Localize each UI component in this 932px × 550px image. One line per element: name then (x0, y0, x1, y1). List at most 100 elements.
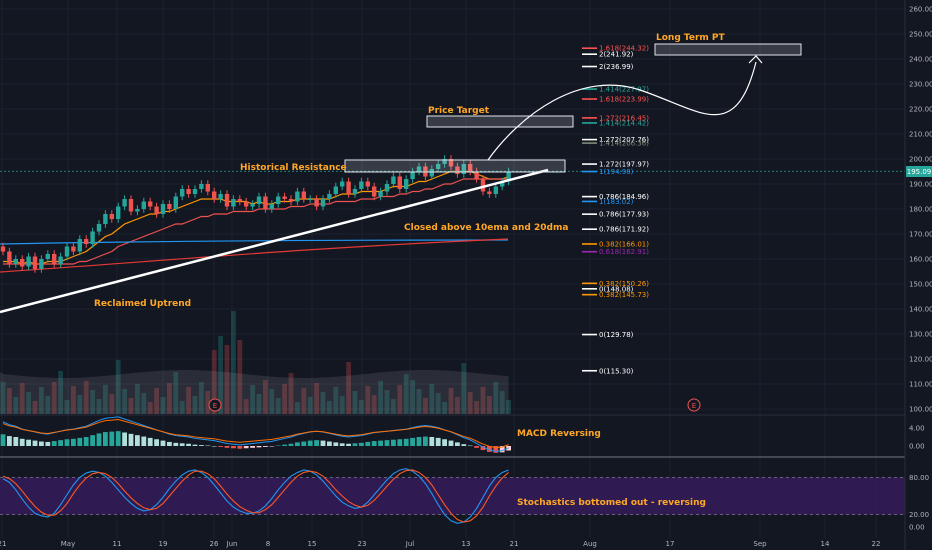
time-tick-label: Jun (226, 540, 238, 548)
volume-bar (77, 395, 83, 414)
macd-histogram-bar (263, 446, 268, 447)
volume-bar (384, 390, 390, 414)
time-tick-label: May (61, 540, 75, 548)
macd-histogram-bar (346, 443, 351, 446)
macd-histogram-bar (19, 438, 25, 446)
price-tick-label: 170.00 (909, 231, 932, 239)
macd-panel (0, 416, 511, 453)
fib-level-label: 0.786(177.93) (599, 211, 649, 219)
volume-bar (147, 402, 153, 414)
time-axis[interactable]: 21 May 11 19 26 Jun 8 15 23 Jul 13 21 Aug 17 Sep 14 22 (0, 540, 880, 548)
candle-body (372, 186, 377, 197)
candle-body (384, 184, 390, 192)
macd-histogram-bar (487, 446, 492, 452)
macd-histogram-bar (359, 442, 364, 446)
candle-body (244, 201, 249, 207)
price-tick-label: 150.00 (909, 281, 932, 289)
stochastics-tick-label: 0.00 (909, 524, 925, 532)
time-tick-label: 22 (872, 540, 881, 548)
fib-level-label: 0.382(150.26) (599, 280, 649, 288)
candle-body (493, 186, 498, 194)
candle-body (237, 199, 242, 202)
price-candles (0, 155, 905, 273)
macd-histogram-bar (205, 445, 211, 447)
macd-histogram-bar (391, 439, 396, 446)
volume-bar (493, 382, 499, 414)
volume-bar (256, 394, 262, 414)
volume-bar (410, 380, 415, 414)
macd-histogram-bar (147, 437, 153, 446)
macd-histogram-bar (448, 440, 454, 446)
macd-histogram-bar (416, 437, 422, 446)
macd-histogram-bar (179, 443, 185, 446)
macd-histogram-bar (32, 440, 38, 446)
fib-level-label: 1(194.98) (599, 168, 634, 176)
ma200-line (0, 238, 509, 273)
candle-body (468, 164, 473, 172)
volume-bar (269, 389, 275, 414)
time-tick-label: 8 (266, 540, 270, 548)
macd-line (2, 416, 509, 452)
price-target-box[interactable] (426, 115, 574, 128)
macd-histogram-bar (77, 437, 83, 446)
macd-histogram-bar (429, 437, 435, 446)
moving-averages (0, 170, 509, 273)
macd-histogram-bar (250, 446, 255, 448)
volume-bar (455, 397, 460, 414)
candle-body (13, 259, 18, 264)
volume-bar (403, 374, 409, 414)
stoch-d-line (2, 469, 509, 523)
candle-body (103, 214, 108, 224)
volume-bar (135, 384, 140, 414)
price-tick-label: 120.00 (909, 356, 932, 364)
fib-level-label: 1.414(206.36) (599, 140, 649, 148)
volume-bar (224, 345, 230, 414)
candle-body (333, 186, 338, 194)
time-tick-label: 19 (159, 540, 168, 548)
macd-histogram-bar (160, 440, 166, 446)
volume-bar (115, 360, 121, 414)
stochastics-tick-label: 20.00 (909, 511, 929, 519)
candle-body (45, 254, 50, 259)
candle-body (173, 196, 178, 209)
macd-histogram-bar (327, 441, 332, 446)
volume-bar (480, 387, 486, 414)
candle-body (212, 191, 217, 199)
candle-body (167, 204, 172, 209)
price-axis[interactable]: 260.00 250.00 240.00 230.00 220.00 210.00 200.… (909, 6, 932, 414)
candle-body (122, 199, 127, 207)
time-tick-label: Aug (583, 540, 597, 548)
macd-histogram-bar (109, 431, 115, 446)
macd-histogram-bar (103, 432, 108, 446)
fib-level-label: 1.618(223.99) (599, 96, 649, 104)
macd-histogram-bar (493, 446, 499, 453)
volume-bar (275, 398, 281, 414)
candle-body (109, 214, 114, 219)
projection-curve[interactable] (487, 61, 757, 161)
volume-bar (359, 400, 364, 414)
earnings-marker[interactable]: E (208, 398, 222, 412)
volume-bar (64, 400, 70, 414)
volume-bar (307, 397, 313, 414)
macd-histogram-bar (135, 435, 140, 446)
price-tick-label: 100.00 (909, 406, 932, 414)
historical-resistance-box[interactable] (344, 159, 566, 173)
price-tick-label: 180.00 (909, 206, 932, 214)
candle-body (340, 181, 345, 187)
candle-body (84, 239, 89, 244)
macd-histogram-bar (224, 446, 230, 448)
volume-bar (141, 393, 147, 414)
candle-body (442, 159, 447, 164)
long-term-pt-box[interactable] (654, 43, 802, 56)
candle-body (180, 189, 185, 197)
earnings-marker[interactable]: E (687, 398, 701, 412)
price-tick-label: 260.00 (909, 6, 932, 14)
candle-body (352, 189, 358, 194)
volume-bar (167, 383, 172, 414)
volume-bar (45, 396, 51, 414)
uptrend-line[interactable] (0, 168, 549, 314)
macd-histogram-bar (128, 433, 134, 446)
macd-histogram-bar (45, 441, 51, 446)
price-tick-label: 190.00 (909, 181, 932, 189)
volume-bar (378, 381, 383, 414)
